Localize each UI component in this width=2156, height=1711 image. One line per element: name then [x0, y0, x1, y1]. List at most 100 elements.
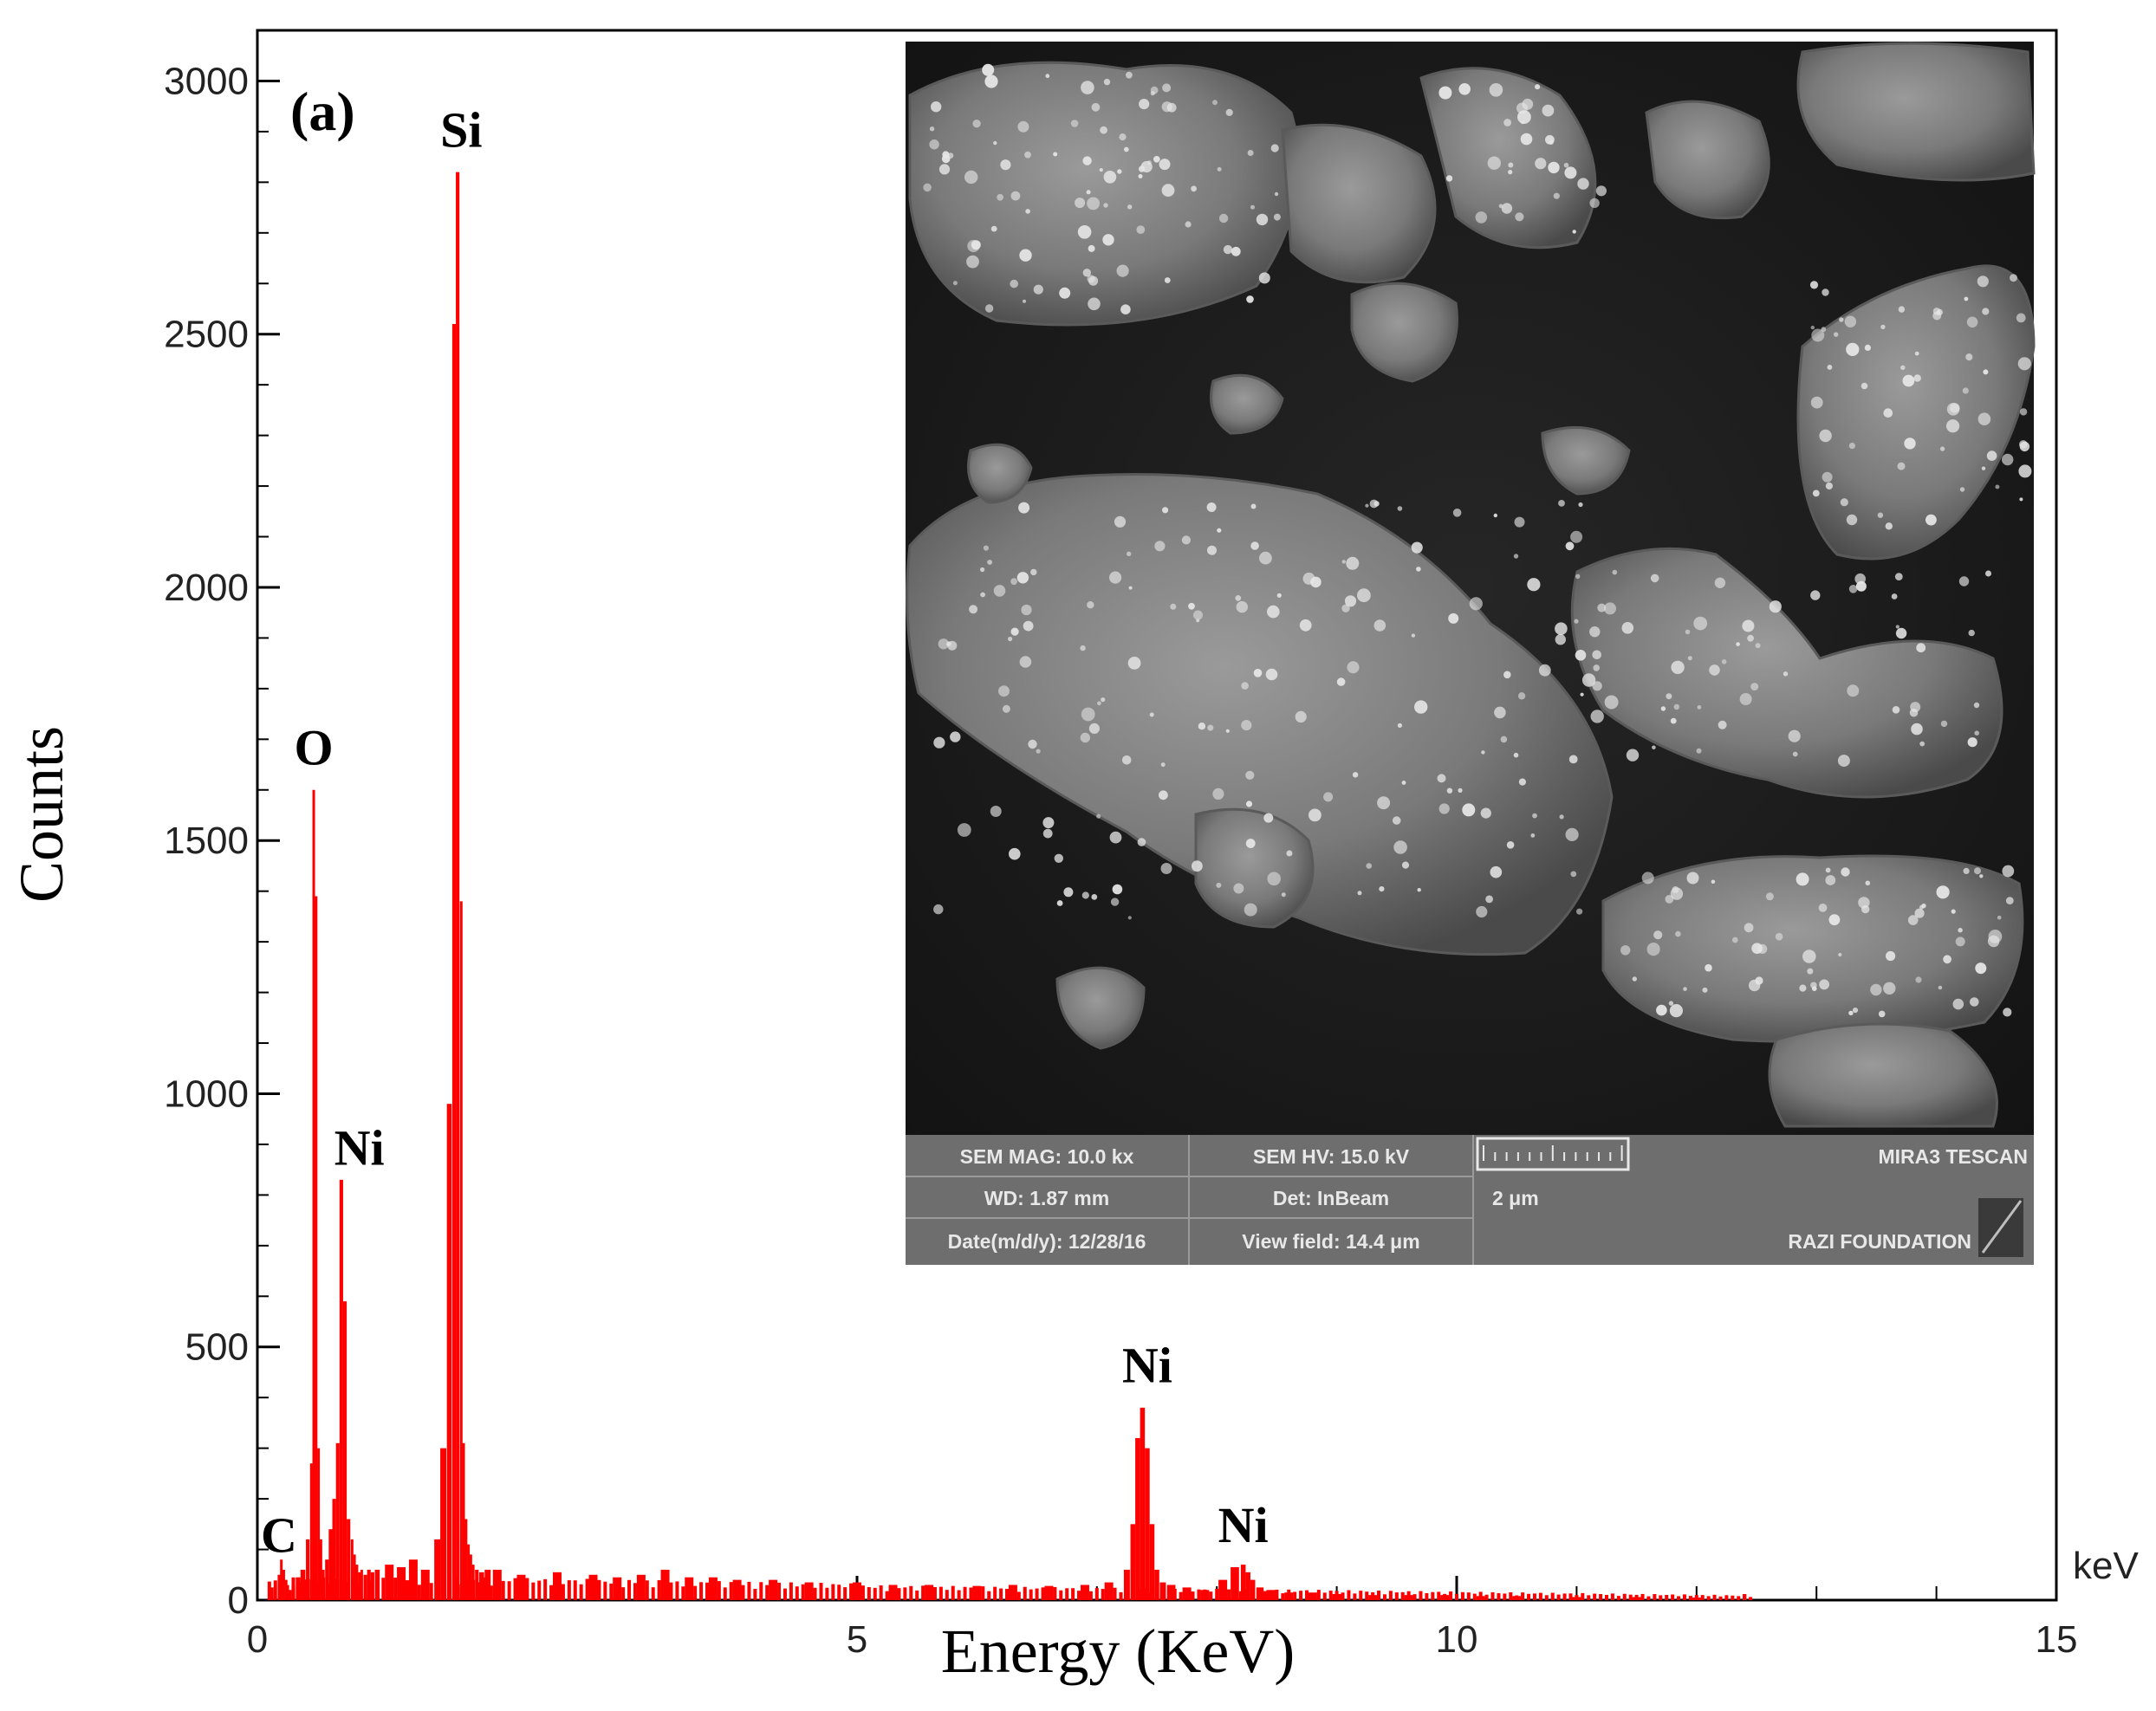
- background-noise-bar: [1724, 1595, 1729, 1600]
- sem-dot: [1670, 887, 1684, 900]
- background-noise-bar: [825, 1587, 829, 1600]
- sem-dot: [1059, 287, 1071, 299]
- sem-dot: [1117, 169, 1122, 174]
- sem-dot: [1310, 576, 1322, 588]
- spectrum-bar: [342, 1301, 347, 1600]
- spectrum-bar: [325, 1559, 329, 1600]
- spectrum-bar: [459, 901, 463, 1600]
- sem-dot: [1458, 83, 1471, 95]
- sem-dot: [1017, 120, 1029, 133]
- background-noise-bar: [1257, 1589, 1261, 1600]
- background-noise-bar: [1509, 1592, 1513, 1600]
- sem-dot: [1267, 605, 1280, 619]
- background-noise-bar: [1406, 1591, 1411, 1600]
- sem-dot: [1751, 943, 1763, 954]
- sem-dot: [1191, 185, 1197, 192]
- sem-dot: [1437, 774, 1446, 783]
- sem-particle: [908, 61, 1301, 327]
- spectrum-bar: [469, 1554, 472, 1600]
- sem-dot: [1970, 997, 1979, 1007]
- sem-dot: [1987, 935, 2000, 948]
- sem-dot: [1212, 100, 1218, 106]
- background-noise-bar: [1016, 1591, 1021, 1600]
- background-noise-bar: [1166, 1589, 1171, 1600]
- sem-dot: [1267, 872, 1281, 886]
- sem-dot: [1097, 701, 1101, 706]
- background-noise-bar: [903, 1587, 907, 1600]
- sem-dot: [1110, 898, 1120, 906]
- background-noise-bar: [1197, 1589, 1201, 1600]
- sem-dot: [1974, 867, 1981, 875]
- sem-dot: [1127, 657, 1141, 670]
- sem-dot: [1008, 636, 1013, 642]
- sem-dot: [1565, 541, 1575, 551]
- background-noise-bar: [525, 1578, 529, 1600]
- background-noise-bar: [897, 1588, 901, 1600]
- sem-dot: [1347, 661, 1360, 674]
- sem-dot: [1632, 976, 1638, 982]
- spectrum-bar: [434, 1539, 441, 1600]
- sem-dot: [1895, 625, 1899, 629]
- sem-dot: [1023, 299, 1026, 303]
- sem-dot: [1490, 865, 1503, 878]
- sem-dot: [1575, 650, 1587, 661]
- background-noise-bar: [789, 1582, 793, 1600]
- sem-dot: [1056, 900, 1063, 906]
- sem-dot: [1870, 983, 1882, 996]
- background-noise-bar: [891, 1585, 895, 1600]
- sem-dot: [1570, 530, 1583, 543]
- sem-dot: [1080, 645, 1086, 651]
- sem-dot: [1885, 522, 1893, 530]
- background-noise-bar: [1305, 1590, 1309, 1600]
- sem-dot: [1081, 81, 1094, 94]
- sem-particle: [1768, 1022, 1998, 1128]
- sem-dot: [1802, 949, 1816, 963]
- sem-dot: [1247, 150, 1254, 156]
- background-noise-bar: [807, 1583, 811, 1600]
- background-noise-bar: [1455, 1593, 1458, 1600]
- sem-dot: [1750, 683, 1759, 691]
- background-noise-bar: [669, 1582, 673, 1600]
- background-noise-bar: [573, 1580, 577, 1600]
- background-noise-bar: [309, 1578, 314, 1600]
- sem-dot: [1919, 741, 1925, 747]
- background-noise-bar: [1131, 1590, 1135, 1600]
- background-noise-bar: [315, 1584, 320, 1600]
- sem-dot: [1256, 213, 1269, 226]
- sem-dot: [1675, 930, 1681, 937]
- background-noise-bar: [1053, 1586, 1057, 1600]
- spectrum-bar: [1154, 1569, 1159, 1600]
- sem-dot: [1161, 184, 1175, 198]
- background-noise-bar: [932, 1586, 937, 1600]
- sem-dot: [1103, 203, 1108, 208]
- sem-dot: [1225, 108, 1233, 116]
- sem-dot: [1245, 770, 1255, 781]
- sem-dot: [1042, 817, 1055, 829]
- sem-inset: SEM MAG: 10.0 kx SEM HV: 15.0 kV MIRA3 T…: [906, 42, 2036, 1265]
- background-noise-bar: [543, 1578, 548, 1600]
- background-noise-bar: [951, 1585, 955, 1600]
- peak-annotations: C O Ni Si Ni Ni: [261, 101, 1269, 1563]
- sem-dot: [982, 63, 995, 76]
- sem-dot: [1669, 1004, 1683, 1018]
- sem-dot: [1914, 908, 1925, 918]
- sem-dot: [1096, 813, 1101, 819]
- background-noise-bar: [567, 1580, 571, 1600]
- spectrum-bar: [355, 1565, 359, 1600]
- sem-dot: [1088, 723, 1100, 735]
- sem-dot: [1825, 482, 1833, 490]
- sem-dot: [1198, 723, 1206, 730]
- background-noise-bar: [549, 1585, 554, 1600]
- sem-dot: [1847, 684, 1860, 697]
- background-noise-bar: [1160, 1591, 1165, 1600]
- background-noise-bar: [477, 1582, 482, 1600]
- sem-dot: [1100, 126, 1107, 134]
- sem-dot: [1101, 697, 1106, 703]
- background-noise-bar: [1322, 1592, 1327, 1600]
- sem-dot: [1010, 191, 1021, 201]
- sem-dot: [1913, 374, 1921, 382]
- background-noise-bar: [1538, 1592, 1542, 1600]
- background-noise-bar: [675, 1581, 679, 1600]
- background-noise-bar: [1718, 1596, 1723, 1600]
- background-noise-bar: [1293, 1591, 1297, 1600]
